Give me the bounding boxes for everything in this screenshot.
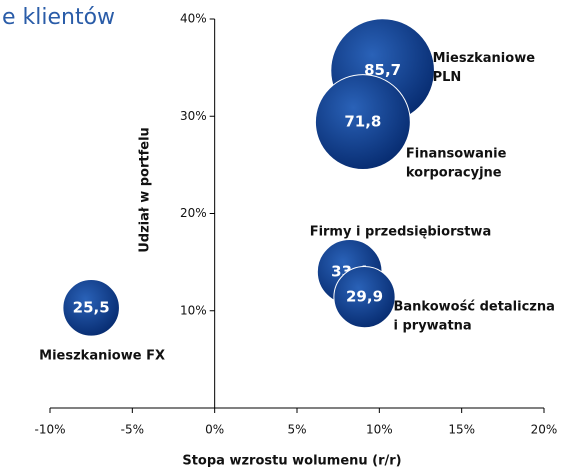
bubble [314,74,411,171]
bubble-label: i prywatna [394,319,472,334]
x-tick-label: -5% [121,423,144,437]
y-tick-label: 10% [180,303,207,317]
bubble-value-label: 71,8 [344,113,381,131]
bubble-value-label: 85,7 [364,61,401,79]
bubble-value-label: 29,9 [346,288,383,306]
bubble-label: korporacyjne [406,166,502,181]
bubble [333,266,396,329]
chart-title: e klientów [2,5,115,30]
y-axis-title: Udział w portfelu [138,127,153,253]
bubble-label: Finansowanie [406,147,507,162]
x-tick-label: 10% [366,423,393,437]
bubble-label: Mieszkaniowe [433,51,536,66]
y-tick-label: 30% [180,109,207,123]
bubble-label: Mieszkaniowe FX [39,348,165,363]
bubble-label: Bankowość detaliczna [394,300,555,315]
x-tick-label: 20% [531,423,558,437]
y-tick-label: 20% [180,206,207,220]
x-axis-title: Stopa wzrostu wolumenu (r/r) [182,454,401,467]
x-tick-label: 5% [287,423,306,437]
y-tick-label: 40% [180,12,207,26]
x-tick-label: 15% [448,423,475,437]
bubble [62,279,120,337]
bubble-label: PLN [433,70,462,85]
bubble-label: Firmy i przedsiębiorstwa [310,224,492,239]
x-tick-label: 0% [205,423,224,437]
x-tick-label: -10% [34,423,65,437]
bubble-value-label: 25,5 [73,298,110,316]
